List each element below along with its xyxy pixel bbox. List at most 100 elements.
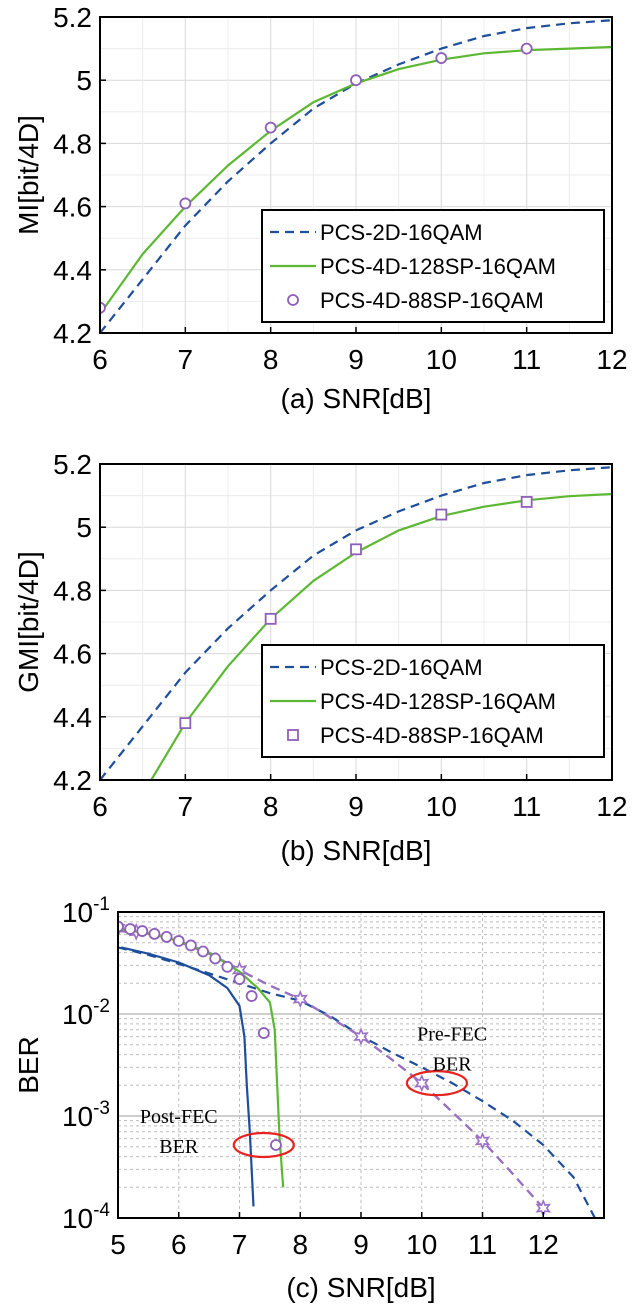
x-tick-label: 6: [171, 1229, 187, 1260]
x-tick-label: 11: [512, 791, 541, 822]
legend-label: PCS-4D-128SP-16QAM: [320, 689, 556, 714]
legend-marker: [287, 294, 299, 306]
series-3-6-marker: [233, 973, 246, 985]
y-tick-label: 4.8: [53, 128, 92, 159]
y-tick-label: 4.4: [53, 255, 92, 286]
x-tick-label: 7: [178, 344, 194, 375]
x-tick-label: 9: [348, 791, 364, 822]
legend-label: PCS-2D-16QAM: [320, 655, 483, 680]
y-tick-label: 5: [76, 512, 92, 543]
series-3-3-marker: [413, 1074, 430, 1093]
x-tick-label: 11: [468, 1229, 497, 1260]
x-tick-label: 12: [528, 1229, 559, 1260]
series-3-6-marker: [270, 1139, 282, 1151]
series-2-3-marker: [350, 543, 362, 556]
series-2-3-marker: [435, 508, 448, 521]
x-tick-label: 7: [232, 1229, 248, 1260]
plot-area: [100, 466, 612, 780]
series-3-6-marker: [148, 927, 161, 940]
series-1-3-marker: [100, 301, 106, 314]
y-tick-label: 4.2: [53, 765, 92, 796]
series-3-1-line: [118, 946, 596, 1218]
series-1-3-marker: [350, 74, 362, 87]
series-3-6-marker: [118, 920, 124, 933]
x-tick-label: 10: [406, 1229, 437, 1260]
series-3-6-marker: [197, 945, 209, 958]
y-tick-label: 4.6: [53, 639, 92, 670]
legend-box: [261, 209, 605, 323]
x-tick-label: 9: [348, 344, 364, 375]
axes: 6 7 8 9 10 11 12 4.2 4.4 4.6 4.8 5 5.2: [53, 2, 628, 375]
annotation-text: BER: [159, 1136, 199, 1158]
series-3-6-marker: [172, 935, 185, 947]
x-tick-label: 8: [292, 1229, 308, 1260]
x-tick-label: 8: [263, 344, 279, 375]
series-1-3-marker: [179, 197, 192, 210]
x-tick-label: 10: [426, 344, 457, 375]
y-axis-label: MI[bit/4D]: [13, 115, 44, 235]
x-tick-label: 9: [353, 1229, 369, 1260]
y-tick-label: 5.2: [53, 449, 92, 480]
plot-area: [100, 19, 612, 333]
x-tick-label: 12: [596, 791, 627, 822]
series-3-6-marker: [245, 990, 258, 1002]
x-tick-label: 12: [596, 344, 627, 375]
x-tick-label: 10: [426, 791, 457, 822]
x-tick-label: 6: [92, 791, 108, 822]
y-tick-label: 10-4: [62, 1200, 110, 1234]
x-axis-label: (c) SNR[dB]: [286, 1272, 435, 1303]
legend-label: PCS-4D-88SP-16QAM: [320, 288, 544, 313]
axes: 6 7 8 9 10 11 12 4.2 4.4 4.6 4.8 5 5.2: [53, 449, 628, 822]
legend: PCS-2D-16QAM PCS-4D-128SP-16QAM PCS-4D-88S…: [261, 644, 605, 758]
chart-panel-2: 6 7 8 9 10 11 12 4.2 4.4 4.6 4.8 5 5.2 (b) SNR[dB] GMI…: [13, 449, 628, 866]
series-2-3-marker: [179, 717, 192, 730]
series-3-3-marker: [474, 1131, 491, 1150]
plot-area: [118, 919, 596, 1218]
highlight-ellipse: [405, 1070, 469, 1097]
x-tick-label: 5: [110, 1229, 126, 1260]
grid: [117, 911, 604, 1219]
y-tick-label: 4.2: [53, 318, 92, 349]
legend-marker: [287, 729, 299, 741]
y-axis-label: BER: [13, 1036, 44, 1094]
annotation-text: Pre-FEC: [417, 1023, 487, 1045]
annotation-text: Post-FEC: [140, 1106, 218, 1128]
series-3-6-marker: [209, 952, 222, 965]
x-tick-label: 8: [263, 791, 279, 822]
series-1-3-marker: [264, 121, 277, 134]
series-2-1-line: [100, 466, 612, 780]
chart-panel-3: Pre-FEC BER Post-FEC BER 5 6 7 8 9 10 11 12 10-1 10-2…: [13, 894, 605, 1303]
series-3-3-line: [118, 927, 545, 1209]
x-axis-label: (b) SNR[dB]: [281, 835, 432, 866]
y-axis-label: GMI[bit/4D]: [13, 551, 44, 693]
series-1-3-marker: [520, 42, 533, 55]
legend-label: PCS-2D-16QAM: [320, 220, 483, 245]
series-3-3-marker: [353, 1027, 369, 1046]
x-tick-label: 6: [92, 344, 108, 375]
series-1-3-marker: [435, 52, 448, 64]
y-tick-label: 10-3: [62, 1098, 110, 1132]
legend-box: [261, 644, 605, 758]
series-2-3-marker: [520, 496, 533, 508]
x-tick-label: 7: [178, 791, 194, 822]
series-3-6-marker: [160, 931, 173, 943]
y-tick-label: 4.4: [53, 702, 92, 733]
series-2-2-line: [150, 492, 612, 780]
series-3-5-line: [118, 928, 285, 1188]
series-3-2-line: [118, 928, 545, 1209]
annotation-text: BER: [433, 1053, 473, 1075]
y-tick-label: 5.2: [53, 2, 92, 33]
series-3-6-marker: [221, 960, 234, 973]
y-tick-label: 5: [76, 65, 92, 96]
y-tick-label: 4.6: [53, 192, 92, 223]
legend-label: PCS-4D-128SP-16QAM: [320, 254, 556, 279]
y-tick-label: 10-2: [62, 996, 110, 1030]
legend-label: PCS-4D-88SP-16QAM: [320, 723, 544, 748]
series-3-4-line: [120, 946, 255, 1207]
series-3-6-marker: [136, 925, 149, 937]
legend: PCS-2D-16QAM PCS-4D-128SP-16QAM PCS-4D-88S…: [261, 209, 605, 323]
series-2-3-marker: [264, 612, 277, 625]
axes: 5 6 7 8 9 10 11 12 10-1 10-2 10-3 10-4: [62, 894, 559, 1260]
y-tick-label: 4.8: [53, 575, 92, 606]
